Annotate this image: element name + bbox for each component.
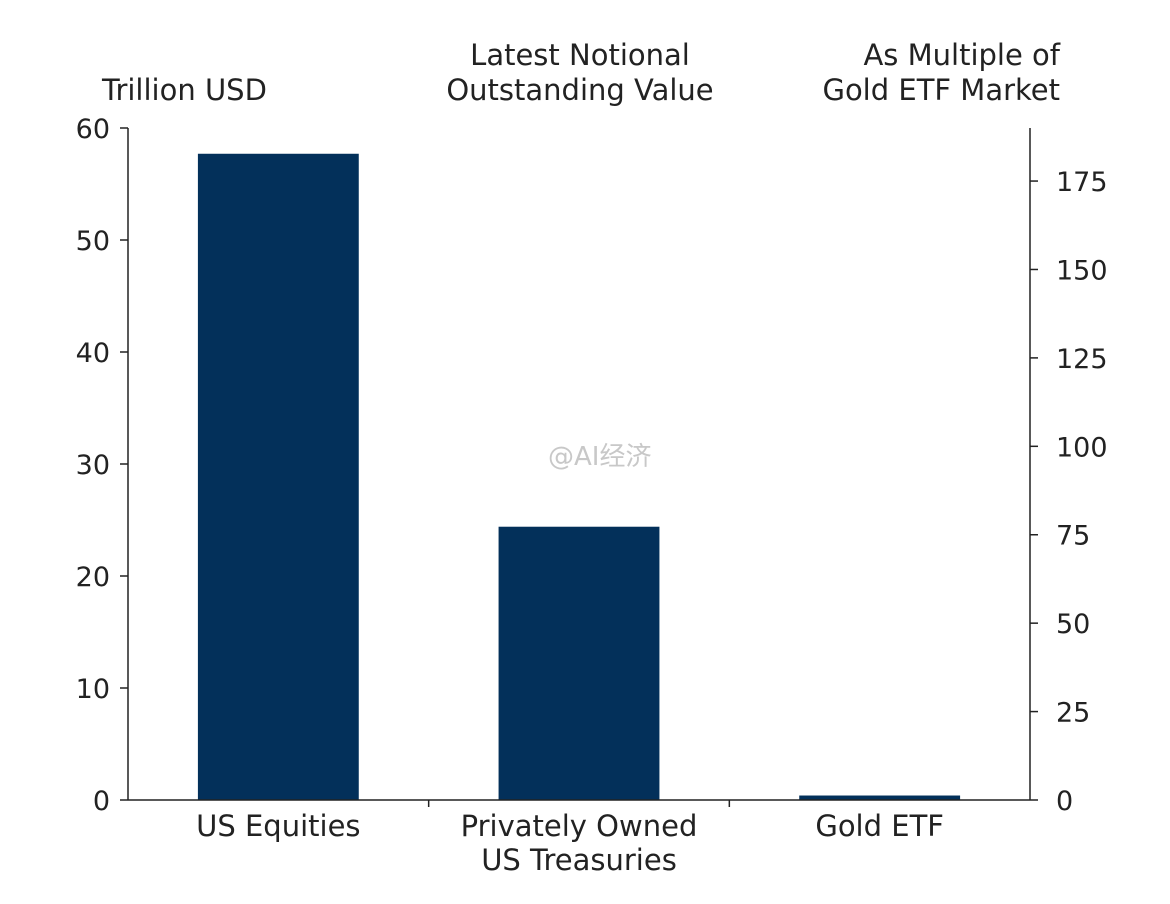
category-label: Privately Owned bbox=[461, 809, 698, 843]
right-tick-label: 100 bbox=[1056, 432, 1108, 463]
left-tick-label: 50 bbox=[76, 226, 110, 257]
left-tick-label: 40 bbox=[76, 338, 110, 369]
right-tick-label: 125 bbox=[1056, 344, 1108, 375]
right-axis-ticks: 0 25 50 75 100 125 150 175 bbox=[1030, 167, 1108, 817]
right-tick-label: 175 bbox=[1056, 167, 1108, 198]
category-label: Gold ETF bbox=[815, 809, 944, 843]
right-axis-unit-title-line: Gold ETF Market bbox=[822, 73, 1060, 107]
right-axis-unit-title-line: As Multiple of bbox=[863, 38, 1060, 72]
left-axis-ticks: 0 10 20 30 40 50 60 bbox=[76, 114, 128, 817]
right-tick-label: 50 bbox=[1056, 609, 1090, 640]
left-axis-unit-title: Trillion USD bbox=[101, 73, 267, 107]
category-label: US Treasuries bbox=[481, 843, 677, 877]
right-tick-label: 75 bbox=[1056, 521, 1090, 552]
category-label: US Equities bbox=[196, 809, 360, 843]
right-tick-label: 150 bbox=[1056, 255, 1108, 286]
left-tick-label: 0 bbox=[93, 786, 110, 817]
left-tick-label: 10 bbox=[76, 674, 110, 705]
left-tick-label: 30 bbox=[76, 450, 110, 481]
right-tick-label: 0 bbox=[1056, 786, 1073, 817]
bar bbox=[799, 795, 961, 800]
left-tick-label: 20 bbox=[76, 562, 110, 593]
watermark-text: @AI经济 bbox=[548, 442, 651, 472]
bar bbox=[197, 153, 359, 800]
bars-group bbox=[197, 153, 961, 800]
right-tick-label: 25 bbox=[1056, 698, 1090, 729]
bar bbox=[498, 526, 660, 800]
left-tick-label: 60 bbox=[76, 114, 110, 145]
center-title-line: Latest Notional bbox=[470, 38, 690, 72]
center-title-line: Outstanding Value bbox=[446, 73, 713, 107]
watermark: @AI经济 bbox=[548, 442, 651, 472]
